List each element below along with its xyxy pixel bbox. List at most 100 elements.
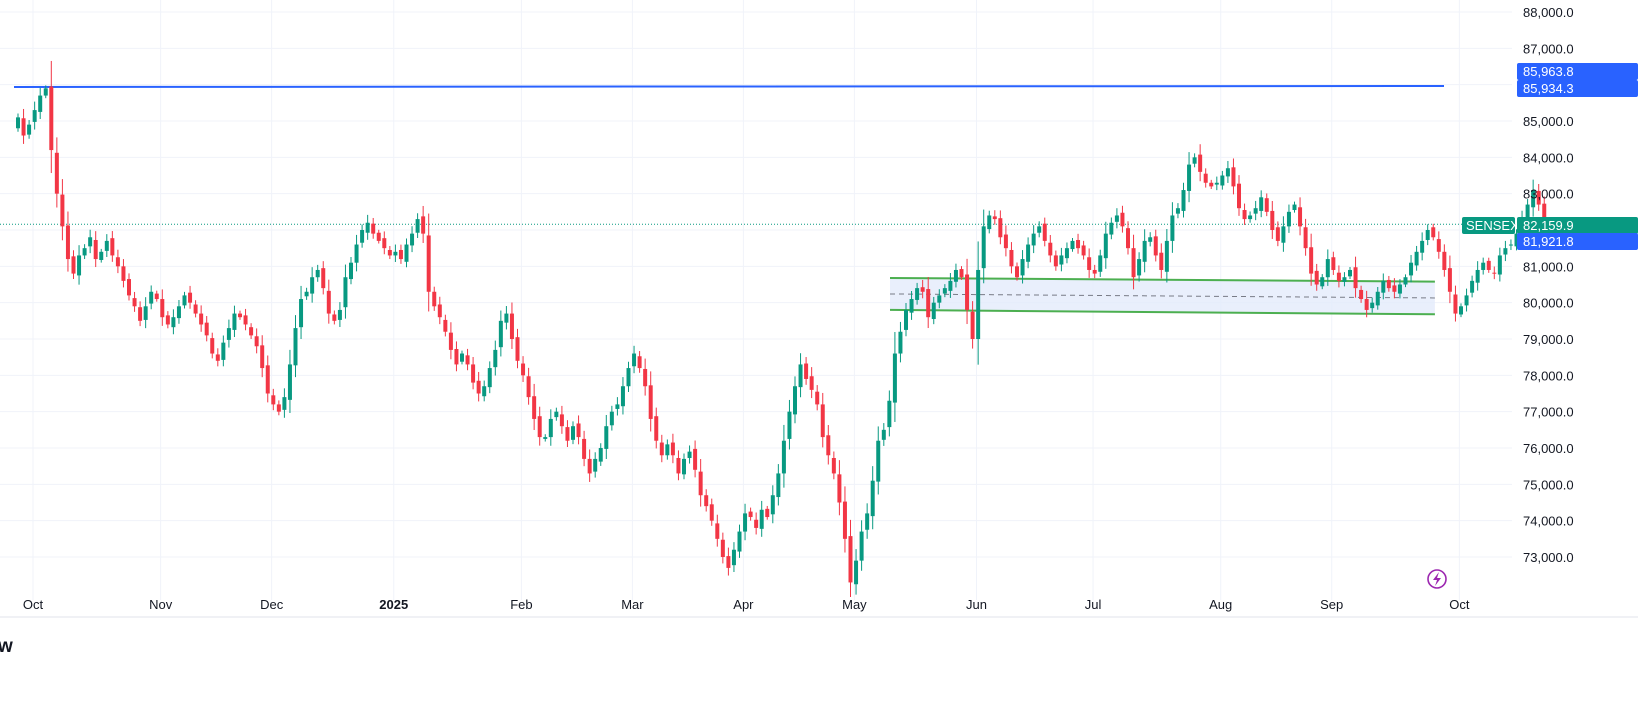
candle-body [837,474,842,503]
candle [1503,240,1508,262]
channel-lower-line[interactable] [889,308,1435,316]
price-channel[interactable] [889,276,1435,316]
candle [559,405,564,434]
candle-body [143,306,148,320]
candle [204,316,209,342]
resistance-tag-bottom: 85,934.3 [1523,81,1574,96]
candle-body [1292,204,1297,211]
candle-body [71,256,76,274]
y-tick-label: 88,000.0 [1523,5,1574,20]
candle [1081,240,1086,260]
candle-body [265,365,270,394]
candle-body [1003,234,1008,249]
candle-body [1103,233,1108,259]
candle [1298,197,1303,236]
candle-body [1264,198,1269,212]
candle [709,498,714,526]
candle-body [509,313,514,339]
resistance-line[interactable] [13,84,1445,88]
candle-body [337,309,342,320]
candle [1470,275,1475,298]
flash-icon[interactable] [1427,569,1447,589]
x-tick-label: 2025 [379,597,408,612]
candle-body [371,223,376,234]
candle-body [737,531,742,552]
candle-body [82,248,87,256]
candle [115,249,120,274]
candle [609,405,614,431]
candle-body [726,556,731,568]
candles [16,60,1547,598]
candle [43,85,48,99]
candle [1325,249,1330,286]
candle [1492,266,1497,280]
candle-body [565,427,570,441]
candle [93,231,98,268]
candle-body [210,338,215,354]
candle [1286,204,1291,233]
candle [465,348,470,371]
y-tick-label: 76,000.0 [1523,441,1574,456]
candle-body [1170,215,1175,241]
candle [143,297,148,329]
candle-body [709,504,714,521]
candle [870,466,875,530]
candle-body [1020,259,1025,276]
candle-body [1397,284,1402,294]
candle [582,430,587,467]
candle-body [1392,285,1397,292]
candle [743,503,748,541]
candle-body [382,238,387,249]
candle [1281,216,1286,252]
candle [543,434,548,442]
candle-body [804,363,809,379]
candle [16,113,20,132]
x-tick-label: Mar [621,597,644,612]
candle [1420,232,1425,261]
candle [1192,153,1197,168]
candle [1137,252,1142,282]
candle-body [976,269,981,339]
candle-body [1420,240,1425,253]
candle [1531,179,1536,217]
candle-body [1203,173,1208,183]
candle [1364,290,1369,318]
candle-body [731,549,736,566]
candle-body [1087,257,1092,270]
candle [1076,233,1081,254]
candle [54,137,59,208]
candle-body [193,304,198,314]
candle [376,229,381,244]
candle-body [1342,277,1347,282]
candle [232,305,237,338]
candle [415,213,420,238]
candle-body [1359,289,1364,300]
candle [138,301,143,327]
x-tick-label: Nov [149,597,173,612]
candle-body [693,448,698,470]
candle [1209,179,1214,190]
candle [1370,297,1375,313]
candle-body [1148,237,1153,242]
candle [754,512,759,535]
candle-body [60,194,65,227]
candle-body [620,386,625,407]
candle [176,299,181,324]
y-tick-label: 85,000.0 [1523,114,1574,129]
y-tick-label: 73,000.0 [1523,550,1574,565]
candle-body [415,219,420,233]
candle-body [676,457,681,474]
candle-body [1259,197,1264,211]
candle-body [1508,244,1513,246]
candle-body [1137,259,1142,276]
candle-body [754,519,759,528]
candle-body [1109,222,1114,235]
candle-body [515,337,520,361]
candle [776,464,781,506]
secondary-price-tag: 81,921.8 [1523,234,1574,249]
candle [282,388,287,418]
candle [987,210,992,234]
y-tick-label: 87,000.0 [1523,41,1574,56]
candle-body [720,539,725,557]
